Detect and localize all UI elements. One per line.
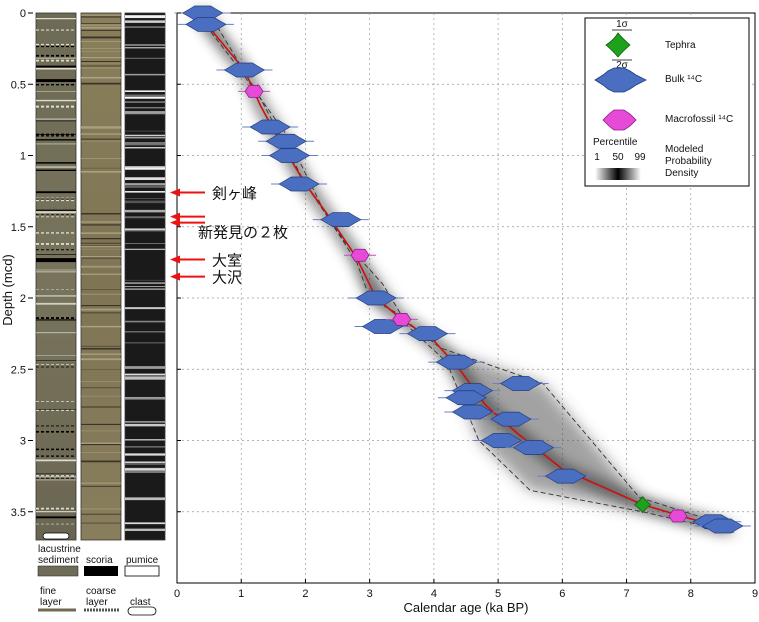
y-tick-label: 0.5 bbox=[11, 79, 26, 91]
fine-label-2: layer bbox=[40, 597, 62, 608]
bulk-sample bbox=[451, 404, 494, 420]
bulk-sample bbox=[512, 440, 555, 455]
legend-tephra-label: Tephra bbox=[665, 40, 696, 51]
bulk-sample bbox=[702, 518, 744, 534]
bulk-sample bbox=[499, 376, 542, 391]
bulk-sample bbox=[490, 411, 532, 427]
bulk-sample bbox=[181, 5, 224, 21]
legend-bulk-label: Bulk ¹⁴C bbox=[665, 74, 702, 85]
legend-1sigma: 1σ bbox=[616, 19, 629, 30]
legend-2sigma: 2σ bbox=[616, 60, 629, 71]
annotation-label: 大沢 bbox=[212, 269, 242, 287]
coarse-label-2: layer bbox=[86, 597, 108, 608]
bulk-sample bbox=[320, 212, 362, 227]
annotation-arrow-head bbox=[170, 255, 180, 264]
tephra-sample bbox=[634, 496, 652, 514]
x-tick-label: 9 bbox=[752, 588, 758, 600]
y-tick-label: 2.5 bbox=[11, 364, 26, 376]
x-tick-label: 4 bbox=[431, 588, 437, 600]
legend-macro-label: Macrofossil ¹⁴C bbox=[665, 114, 733, 125]
core-layer-stripes bbox=[36, 14, 165, 540]
bulk-sample bbox=[480, 433, 523, 448]
y-tick-label: 0 bbox=[20, 8, 26, 20]
legend: 1σ 2σ Tephra Bulk ¹⁴C Macrofossil ¹⁴C Pe… bbox=[584, 17, 750, 187]
bulk-sample bbox=[185, 17, 227, 32]
bulk-sample bbox=[268, 148, 311, 163]
annotation-label: 大室 bbox=[212, 252, 242, 270]
x-tick-label: 7 bbox=[623, 588, 629, 600]
core-ct bbox=[124, 12, 166, 541]
scoria-band bbox=[36, 258, 76, 263]
pumice-label: pumice bbox=[126, 555, 159, 566]
macro-sample bbox=[350, 248, 370, 262]
x-axis-label: Calendar age (ka BP) bbox=[403, 600, 528, 615]
scoria-band bbox=[36, 191, 76, 194]
legend-density-3: Density bbox=[665, 168, 698, 179]
y-tick-label: 3 bbox=[20, 436, 26, 448]
bulk-sample bbox=[223, 62, 266, 78]
bulk-sample bbox=[435, 354, 478, 370]
legend-percentile-title: Percentile bbox=[593, 137, 638, 148]
lithology-swatch bbox=[37, 565, 79, 577]
legend-density-bar bbox=[595, 168, 641, 180]
x-axis-ticks: 0 1 2 3 4 5 6 7 8 9 bbox=[174, 579, 758, 600]
fine-label-1: fine bbox=[40, 586, 57, 597]
clast-swatch bbox=[127, 606, 157, 616]
x-tick-label: 5 bbox=[495, 588, 501, 600]
bulk-sample bbox=[249, 119, 291, 135]
annotation-arrow-head bbox=[170, 218, 180, 227]
clast-label: clast bbox=[130, 597, 151, 608]
core-legend: lacustrine sediment scoria pumice fine l… bbox=[37, 544, 160, 616]
x-tick-label: 8 bbox=[688, 588, 694, 600]
legend-density-2: Probability bbox=[665, 156, 712, 167]
bulk-sample bbox=[361, 319, 404, 334]
legend-percentile-50: 50 bbox=[612, 152, 624, 163]
legend-percentile-99: 99 bbox=[634, 152, 646, 163]
annotation-arrow-head bbox=[170, 272, 180, 281]
scoria-label: scoria bbox=[86, 555, 113, 566]
x-tick-label: 1 bbox=[238, 588, 244, 600]
y-tick-label: 2 bbox=[20, 293, 26, 305]
pumice-swatch bbox=[124, 565, 160, 577]
x-tick-label: 6 bbox=[559, 588, 565, 600]
macro-sample bbox=[392, 313, 412, 326]
x-tick-label: 2 bbox=[302, 588, 308, 600]
x-tick-label: 0 bbox=[174, 588, 180, 600]
scoria-band bbox=[36, 209, 76, 211]
clast-marker bbox=[42, 532, 70, 540]
y-tick-label: 1 bbox=[20, 151, 26, 163]
lithology-label-2: sediment bbox=[38, 555, 79, 566]
macro-sample bbox=[668, 509, 688, 523]
y-axis-ticks: 0 0.5 1 1.5 2 2.5 3 3.5 bbox=[11, 8, 181, 519]
bulk-sample bbox=[544, 468, 587, 484]
bulk-sample bbox=[278, 176, 320, 192]
plot-area: 0 1 2 3 4 5 6 7 8 9 0 0.5 1 1.5 2 2.5 3 3.5 bbox=[11, 5, 758, 600]
bulk-sample bbox=[445, 390, 487, 406]
bulk-sample bbox=[406, 326, 449, 341]
bulk-sample bbox=[265, 133, 307, 149]
scoria-swatch bbox=[84, 566, 118, 576]
envelope-upper bbox=[195, 12, 730, 527]
legend-macro-symbol bbox=[602, 109, 637, 131]
bulk-sample bbox=[355, 290, 397, 306]
y-tick-label: 1.5 bbox=[11, 222, 26, 234]
y-tick-label: 3.5 bbox=[11, 507, 26, 519]
annotation-arrow-head bbox=[170, 188, 180, 197]
lithology-label-1: lacustrine bbox=[38, 544, 81, 555]
legend-percentile-1: 1 bbox=[594, 152, 600, 163]
legend-bulk-symbol bbox=[594, 67, 647, 93]
coarse-label-1: coarse bbox=[86, 586, 116, 597]
core-columns bbox=[35, 12, 166, 541]
legend-tephra-symbol bbox=[605, 32, 631, 58]
annotation-label: 剣ヶ峰 bbox=[212, 185, 257, 203]
annotation-arrow-head bbox=[170, 212, 180, 221]
legend-density-1: Modeled bbox=[665, 144, 703, 155]
x-tick-label: 3 bbox=[367, 588, 373, 600]
y-axis-label: Depth (mcd) bbox=[0, 254, 15, 326]
macro-sample bbox=[244, 85, 264, 98]
annotation-label: 新発見の２枚 bbox=[198, 224, 288, 242]
dated-samples bbox=[174, 5, 751, 534]
